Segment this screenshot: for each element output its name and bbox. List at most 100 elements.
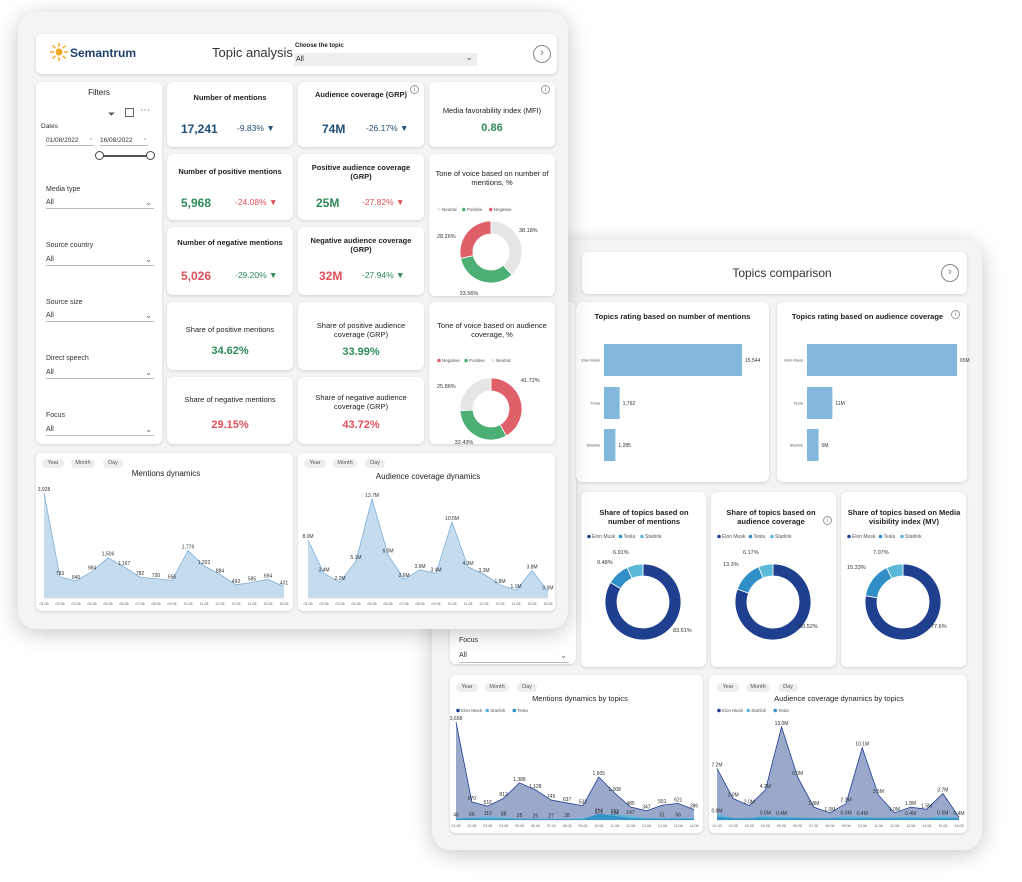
year-pill[interactable]: Year <box>42 459 64 468</box>
share-positive-audience-card: Share of positive audience coverage (GRP… <box>298 302 424 370</box>
data-value-label: 2.0M <box>744 800 755 806</box>
legend-marker <box>437 358 441 363</box>
series-line-value <box>307 497 549 592</box>
date-slider-start-handle[interactable] <box>95 151 104 160</box>
kpi-change: -27.94% ▼ <box>362 270 404 280</box>
x-tick-label: 02.08 <box>56 602 65 606</box>
month-pill[interactable]: Month <box>333 459 357 468</box>
info-icon[interactable]: i <box>541 85 550 94</box>
x-tick-label: 11.08 <box>610 824 619 828</box>
kpi-value: 5,026 <box>181 269 212 283</box>
data-value-label: 720 <box>152 573 161 579</box>
x-tick-label: 07.08 <box>136 602 145 606</box>
x-tick-label: 15.08 <box>264 602 273 606</box>
x-tick-label: 06.08 <box>793 824 802 828</box>
day-pill[interactable]: Day <box>103 459 123 468</box>
legend-label: Tesla <box>754 534 766 540</box>
more-options-icon[interactable]: ⋯ <box>140 105 150 116</box>
series-area-elon-musk <box>717 727 959 820</box>
x-tick-label: 03.08 <box>483 824 492 828</box>
day-pill[interactable]: Day <box>778 683 798 692</box>
day-pill[interactable]: Day <box>517 683 537 692</box>
bar-value-label: 65M <box>960 358 970 364</box>
date-slider-end-handle[interactable] <box>146 151 155 160</box>
w1-header: Semantrum Topic analysis Choose the topi… <box>36 34 557 74</box>
direct-speech-select[interactable]: All ⌄ <box>46 368 154 379</box>
data-value-label: 640 <box>72 575 81 581</box>
x-tick-label: 06.08 <box>531 824 540 828</box>
next-page-icon[interactable]: › <box>941 264 959 282</box>
data-value-label: 1,605 <box>593 771 606 777</box>
rating-audience-chart: Elon Musk 65M Tesla 11M Starlink 5M <box>784 344 970 461</box>
data-value-label: 48 <box>453 813 459 819</box>
kpi-title: Share of negative mentions <box>184 395 276 404</box>
select-value: All <box>46 199 54 206</box>
source-size-select[interactable]: All ⌄ <box>46 311 154 322</box>
data-value-label: 88 <box>501 812 507 818</box>
month-pill[interactable]: Month <box>485 683 509 692</box>
legend-label: Elon Musk <box>852 534 876 540</box>
data-value-label: 2.3M <box>841 798 852 804</box>
kpi-title: Media favorability index (MFI) <box>442 106 542 115</box>
donut-slice-starlink <box>758 563 774 579</box>
data-value-label: 431 <box>280 580 289 586</box>
data-value-label: 585 <box>248 576 257 582</box>
kpi-value: 0.86 <box>481 122 503 134</box>
share-mv-chart: Elon Musk Tesla Starlink 77.6% 15.33% 7.07% <box>847 534 947 641</box>
donut-slice-elon-musk <box>734 563 812 641</box>
topic-analysis-window: Semantrum Topic analysis Choose the topi… <box>18 12 568 629</box>
topic-select[interactable]: All ⌄ <box>294 52 477 66</box>
donut-slice-positive <box>459 409 507 441</box>
source-country-select[interactable]: All ⌄ <box>46 255 154 266</box>
share-negative-card: Share of negative mentions 29.15% <box>167 377 293 444</box>
legend-marker <box>512 708 517 713</box>
info-icon[interactable]: i <box>951 310 960 319</box>
x-tick-label: 08.08 <box>416 602 425 606</box>
data-value-label: 214 <box>595 808 604 814</box>
kpi-change-value: -26.17% <box>366 123 398 133</box>
info-icon[interactable]: i <box>410 85 419 94</box>
kpi-value: 5,968 <box>181 196 212 210</box>
x-tick-label: 10.08 <box>594 824 603 828</box>
slice-value-label: 80.52% <box>799 624 818 630</box>
data-value-label: 0.4M <box>776 811 787 817</box>
year-pill[interactable]: Year <box>717 683 739 692</box>
kpi-change: -27.82% ▼ <box>362 197 404 207</box>
data-value-label: 1,128 <box>529 784 542 790</box>
filter-funnel-icon[interactable]: ⏷ <box>108 109 116 119</box>
info-icon[interactable]: i <box>823 516 832 525</box>
w2-focus-select[interactable]: All ⌄ <box>459 651 569 663</box>
data-value-label: 1.8M <box>905 801 916 807</box>
x-tick-label: 07.08 <box>400 602 409 606</box>
expand-icon[interactable] <box>125 108 134 117</box>
date-to-input[interactable]: 16/08/2022 ▫ <box>100 137 148 146</box>
year-pill[interactable]: Year <box>304 459 326 468</box>
data-value-label: 1,506 <box>102 552 115 558</box>
w2-focus-value: All <box>459 652 467 659</box>
x-tick-label: 04.08 <box>88 602 97 606</box>
data-value-label: 1,388 <box>513 777 526 783</box>
date-slider-track[interactable] <box>100 155 152 157</box>
filter-label-focus: Focus <box>46 412 66 419</box>
next-page-icon[interactable]: › <box>533 45 551 63</box>
data-value-label: 0.4M <box>857 811 868 817</box>
series-area-tesla <box>717 817 959 820</box>
share-mentions-card: Share of topics based on number of menti… <box>581 492 706 667</box>
focus-select[interactable]: All ⌄ <box>46 425 154 436</box>
chevron-down-icon: ⌄ <box>145 311 152 320</box>
series-area-value <box>308 499 548 598</box>
data-value-label: 25 <box>533 813 539 819</box>
day-pill[interactable]: Day <box>365 459 385 468</box>
month-pill[interactable]: Month <box>71 459 95 468</box>
data-value-label: 884 <box>216 568 225 574</box>
month-pill[interactable]: Month <box>746 683 770 692</box>
x-tick-label: 02.08 <box>729 824 738 828</box>
x-tick-label: 01.08 <box>304 602 313 606</box>
legend-marker <box>640 534 644 539</box>
year-pill[interactable]: Year <box>456 683 478 692</box>
media-type-select[interactable]: All ⌄ <box>46 198 154 209</box>
kpi-value: 33.99% <box>342 346 380 358</box>
date-from-input[interactable]: 01/08/2022 ▫ <box>46 137 94 146</box>
x-tick-label: 15.08 <box>528 602 537 606</box>
